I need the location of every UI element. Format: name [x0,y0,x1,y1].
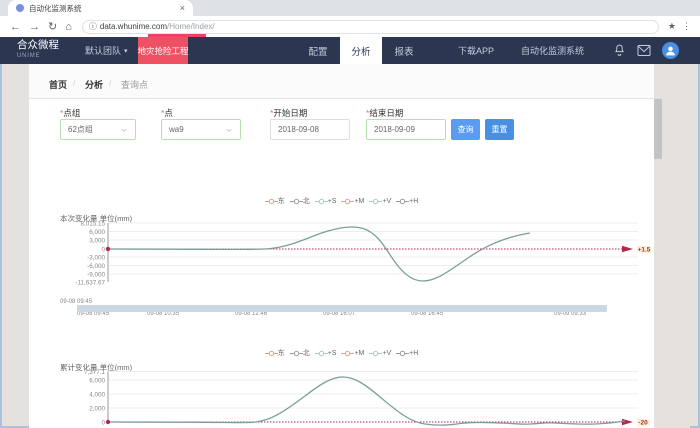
svg-text:+1.5: +1.5 [638,247,651,254]
svg-text:-20: -20 [638,420,648,427]
svg-text:2,000: 2,000 [89,406,105,413]
svg-text:6,000: 6,000 [89,229,105,236]
svg-text:0: 0 [101,420,105,427]
svg-text:8,015.15: 8,015.15 [80,221,105,228]
svg-text:3,000: 3,000 [89,238,105,245]
svg-text:4,000: 4,000 [89,392,105,399]
svg-text:-6,000: -6,000 [87,263,105,270]
svg-text:6,000: 6,000 [89,378,105,385]
svg-text:-3,000: -3,000 [87,255,105,262]
svg-text:7,377.1: 7,377.1 [84,369,106,376]
svg-text:-9,000: -9,000 [87,272,105,279]
svg-text:0: 0 [101,247,105,254]
svg-text:-11,637.67: -11,637.67 [75,280,105,287]
